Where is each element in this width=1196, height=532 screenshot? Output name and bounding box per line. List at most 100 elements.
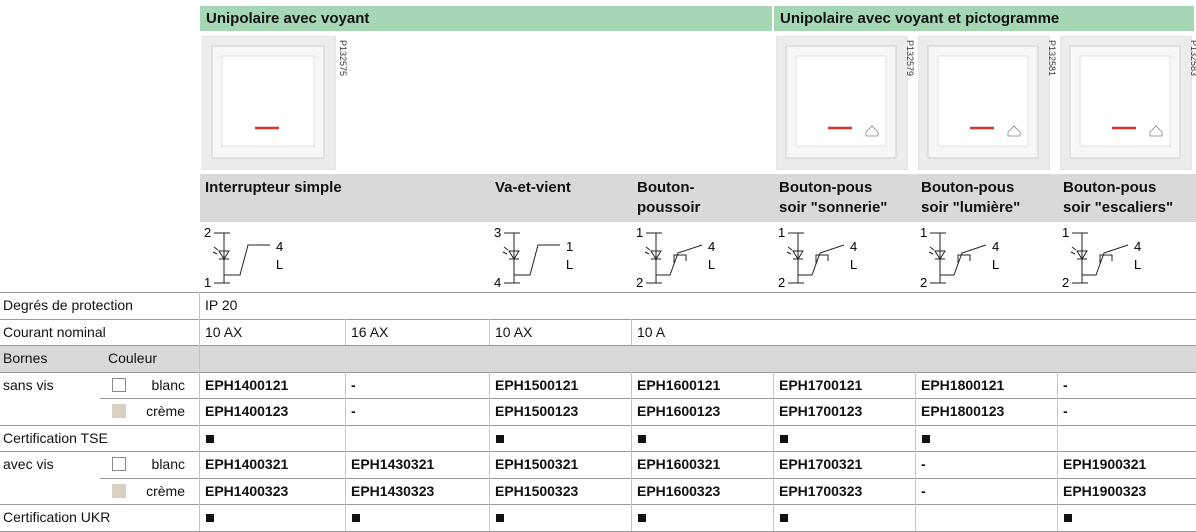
row-rule [0,504,1196,505]
cell: EPH1600121 [637,376,721,393]
terminal-label: 2 [778,275,785,289]
cell: EPH1430321 [351,456,435,473]
cell: EPH1900321 [1063,456,1147,473]
product-name-line: soir "sonnerie" [779,199,888,216]
column-rule [773,451,774,478]
group-header: Unipolaire avec voyant [200,6,772,31]
column-rule [1057,451,1058,478]
product-image [918,36,1050,170]
row-label: avec vis [3,456,54,473]
certified-mark [638,514,646,523]
terminal-label: 3 [494,225,501,240]
column-rule [199,318,200,345]
color-swatch [112,377,126,392]
product-image [776,36,908,170]
led-symbol [1070,246,1088,260]
cell: EPH1400323 [205,482,289,499]
switch-rocker [937,55,1029,147]
column-rule [773,371,774,398]
cell: EPH1500121 [495,376,579,393]
cell: EPH1500123 [495,403,579,420]
column-rule [773,424,774,451]
row-rule [0,292,1196,293]
terminal-label: L [850,257,857,272]
push-button [815,254,829,263]
terminal-label: L [566,257,573,272]
column-rule [773,504,774,531]
wiring-diagram: 1 2 4 L [778,225,857,289]
column-rule [631,477,632,504]
row-rule [0,424,1196,426]
color-name: crème [146,403,185,420]
cell: EPH1600123 [637,403,721,420]
certified-mark [1064,514,1072,523]
column-rule [631,424,632,451]
certified-mark [206,434,214,443]
column-rule [489,371,490,398]
row-label: sans vis [3,376,54,393]
product-image [1060,36,1192,170]
column-rule [915,424,916,451]
row-rule [0,318,1196,320]
certified-mark [352,514,360,523]
cell: EPH1800121 [921,376,1005,393]
cell: EPH1700123 [779,403,863,420]
terminal-label: 2 [920,275,927,289]
column-rule [915,371,916,398]
push-button [957,254,971,263]
color-swatch [112,483,126,498]
certified-mark [638,434,646,443]
column-rule [1057,504,1058,531]
row-label: Courant nominal [3,323,106,340]
color-swatch [112,404,126,419]
led-symbol [928,246,946,260]
product-name: Bouton-poussoir [632,174,774,222]
product-name: Bouton-pous soir "escaliers" [1058,174,1196,222]
terminal-label: 4 [1134,239,1141,254]
column-rule [631,371,632,398]
terminal-label: 1 [920,225,927,240]
terminal-label: 2 [204,225,211,240]
product-name: Va-et-vient [490,174,632,222]
cell: - [1063,376,1068,393]
certified-mark [780,514,788,523]
column-rule [199,371,200,398]
column-rule [1057,424,1058,451]
certified-mark [496,514,504,523]
row-rule [0,371,1196,373]
column-rule [631,318,632,345]
product-name-line: Bouton- [637,179,695,196]
column-rule [1057,477,1058,504]
switch [656,244,703,276]
column-rule [345,477,346,504]
column-rule [631,451,632,478]
cell: 10 AX [205,323,243,340]
cell: - [1063,403,1068,420]
product-name-line: Va-et-vient [495,179,571,196]
terminal-label: 1 [204,275,211,289]
led-symbol [644,246,662,260]
led-symbol [786,246,804,260]
switch [514,244,560,276]
push-button [673,254,687,263]
product-name-line: Bouton-pous [779,179,873,196]
wiring-diagram: 1 2 4 L [1062,225,1141,289]
product-image [202,36,336,170]
column-rule [915,477,916,504]
cell: EPH1700121 [779,376,863,393]
cell: 16 AX [351,323,389,340]
product-band [200,174,1196,222]
column-rule [773,477,774,504]
column-rule [489,504,490,531]
product-name-line: Bouton-pous [1063,179,1157,196]
terminal-label: 4 [708,239,715,254]
row-rule [100,477,1196,479]
terminal-label: 2 [1062,275,1069,289]
cell: EPH1800123 [921,403,1005,420]
row-rule [0,345,1196,346]
column-rule [915,451,916,478]
row-label: Couleur [108,350,158,367]
product-name-line: poussoir [637,199,701,216]
cell: - [351,403,356,420]
cell: 10 AX [495,323,533,340]
